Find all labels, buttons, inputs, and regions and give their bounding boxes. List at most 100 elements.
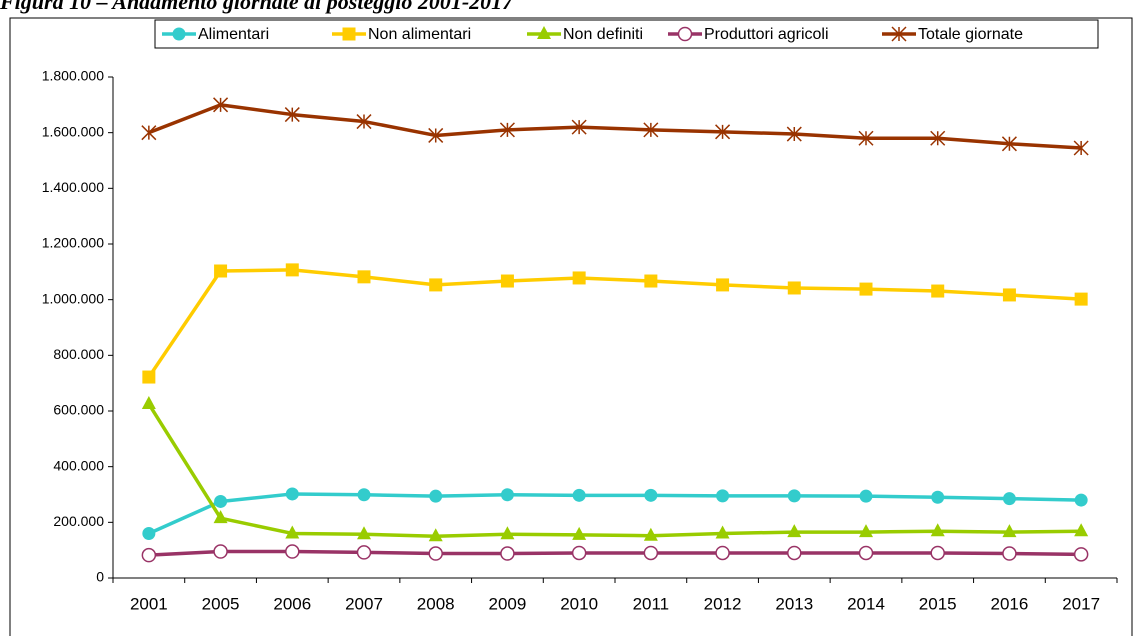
marker — [571, 119, 587, 135]
marker — [677, 26, 693, 42]
marker — [891, 26, 907, 42]
y-tick-label: 200.000 — [53, 513, 104, 529]
marker — [858, 545, 874, 561]
marker — [571, 545, 587, 561]
marker — [285, 263, 299, 277]
y-tick-label: 800.000 — [53, 346, 104, 362]
x-tick-label: 2015 — [919, 594, 957, 613]
marker — [213, 97, 229, 113]
marker — [357, 526, 371, 540]
marker — [285, 525, 300, 539]
series-line — [148, 103, 1082, 150]
marker — [428, 528, 443, 542]
marker — [213, 544, 228, 559]
marker — [643, 527, 658, 541]
marker — [141, 125, 157, 141]
legend-label: Produttori agricoli — [704, 26, 829, 43]
x-tick-label: 2016 — [991, 594, 1029, 613]
marker — [643, 122, 659, 138]
marker — [1074, 523, 1089, 537]
x-tick-label: 2013 — [775, 594, 813, 613]
marker — [142, 526, 156, 540]
marker — [500, 274, 514, 288]
x-tick-label: 2005 — [202, 594, 240, 613]
marker — [356, 114, 372, 130]
x-tick-label: 2010 — [560, 594, 598, 613]
marker — [1002, 288, 1016, 302]
y-tick-label: 600.000 — [53, 402, 104, 418]
marker — [1002, 524, 1017, 538]
x-tick-label: 2007 — [345, 594, 383, 613]
x-tick-label: 2009 — [489, 594, 527, 613]
marker — [858, 130, 874, 146]
marker — [930, 523, 945, 537]
marker — [342, 27, 356, 41]
marker — [285, 487, 299, 501]
marker — [357, 488, 371, 502]
marker — [715, 124, 731, 140]
marker — [644, 274, 658, 288]
y-tick-label: 1.200.000 — [42, 235, 104, 251]
marker — [787, 545, 802, 561]
marker — [213, 510, 228, 524]
marker — [1073, 140, 1089, 156]
marker — [142, 370, 156, 384]
marker — [284, 107, 300, 123]
marker — [214, 264, 228, 278]
marker — [357, 270, 371, 284]
marker — [141, 396, 156, 410]
marker — [930, 545, 945, 561]
x-tick-label: 2011 — [633, 594, 670, 613]
marker — [931, 490, 945, 504]
y-tick-label: 400.000 — [53, 457, 104, 473]
marker — [786, 126, 802, 142]
x-tick-label: 2017 — [1062, 594, 1100, 613]
chart-frame — [9, 17, 1133, 641]
marker — [499, 122, 515, 138]
marker — [572, 271, 586, 285]
marker — [428, 127, 444, 143]
y-tick-label: 1.400.000 — [42, 179, 104, 195]
marker — [428, 546, 443, 561]
x-tick-label: 2012 — [704, 594, 742, 613]
marker — [787, 281, 801, 295]
marker — [572, 488, 586, 502]
marker — [859, 489, 873, 503]
marker — [537, 26, 551, 39]
marker — [1002, 546, 1017, 561]
marker — [1073, 547, 1089, 562]
marker — [716, 489, 730, 503]
marker — [572, 526, 587, 540]
legend-label: Totale giornate — [918, 26, 1023, 43]
marker — [787, 489, 801, 503]
chart-title: Figura 10 – Andamento giornate di posteg… — [0, 0, 514, 14]
x-tick-label: 2001 — [130, 594, 168, 613]
marker — [1002, 492, 1016, 506]
series-line — [148, 492, 1082, 536]
y-tick-label: 1.600.000 — [42, 123, 104, 139]
marker — [141, 547, 157, 563]
marker — [643, 545, 659, 561]
marker — [644, 488, 658, 502]
x-tick-label: 2006 — [273, 594, 311, 613]
legend-label: Non definiti — [563, 26, 643, 43]
marker — [356, 545, 372, 560]
marker — [500, 546, 515, 561]
series-line — [147, 403, 1082, 538]
legend-label: Alimentari — [198, 26, 269, 43]
series-line — [148, 549, 1082, 557]
marker — [500, 488, 514, 502]
marker — [1074, 292, 1088, 306]
marker — [859, 282, 873, 296]
marker — [930, 130, 946, 146]
marker — [1074, 493, 1088, 507]
y-tick-label: 1.800.000 — [42, 68, 104, 84]
marker — [931, 284, 945, 298]
legend-box — [154, 19, 1099, 49]
marker — [859, 524, 873, 538]
y-tick-label: 0 — [96, 569, 104, 585]
x-tick-label: 2008 — [417, 594, 455, 613]
marker — [429, 278, 443, 292]
marker — [214, 494, 228, 508]
